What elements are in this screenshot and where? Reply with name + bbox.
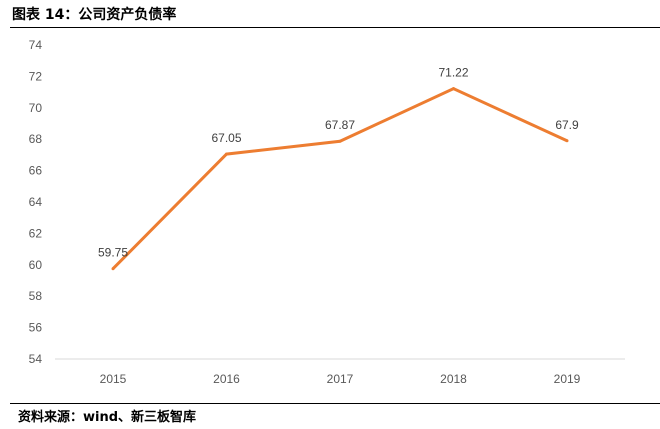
y-tick-label: 62 [29,226,43,240]
data-label: 59.75 [98,246,128,260]
x-tick-label: 2015 [100,372,127,386]
data-point [111,267,115,271]
y-tick-label: 58 [29,289,43,303]
data-point [452,87,455,91]
data-point [338,139,342,143]
data-label: 67.9 [555,118,579,132]
data-point [225,152,228,156]
y-tick-label: 68 [29,132,43,146]
series-line [111,86,568,270]
y-tick-label: 70 [29,101,43,115]
y-tick-label: 66 [29,164,43,178]
source-note: 资料来源：wind、新三板智库 [18,410,197,425]
y-tick-label: 54 [29,352,43,366]
data-point [565,139,569,143]
y-tick-label: 64 [29,195,43,209]
x-tick-label: 2019 [554,372,581,386]
data-label: 71.22 [438,66,468,80]
y-tick-label: 56 [29,321,43,335]
y-tick-label: 60 [29,258,43,272]
x-tick-label: 2016 [213,372,240,386]
x-tick-label: 2017 [327,372,354,386]
x-tick-label: 2018 [440,372,467,386]
data-label: 67.05 [211,131,241,145]
figure-title: 图表 14：公司资产负债率 [12,7,177,23]
title-rule [10,27,660,28]
y-tick-label: 72 [29,69,43,83]
data-label: 67.87 [325,118,355,132]
y-tick-label: 74 [29,38,43,52]
source-rule [10,403,660,404]
